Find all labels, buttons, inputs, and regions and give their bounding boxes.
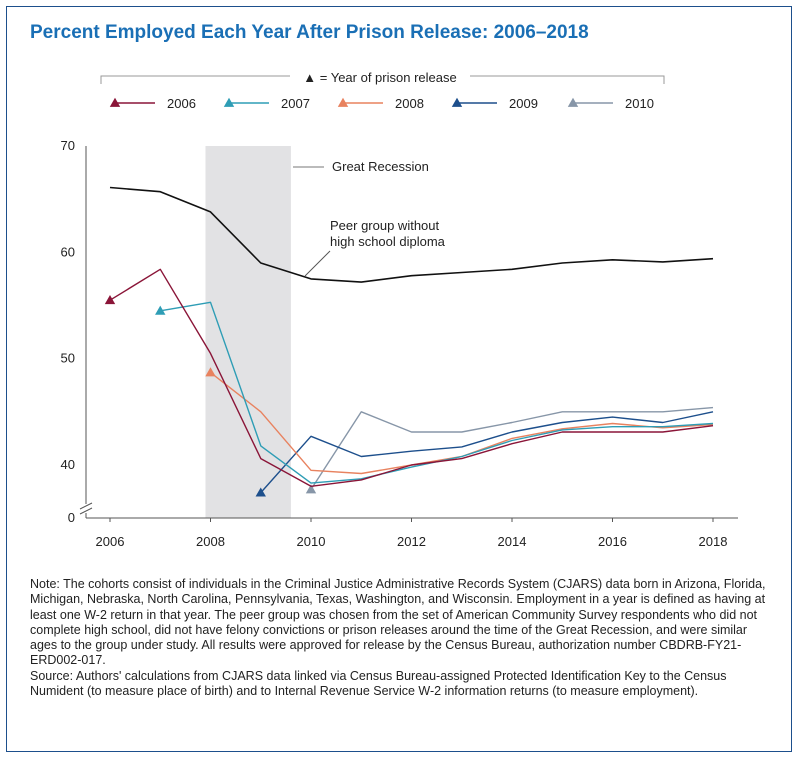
peer-label-line-2: high school diploma (330, 234, 446, 249)
release-marker-2007 (155, 305, 166, 315)
legend-label-2007: 2007 (281, 96, 310, 111)
recession-label: Great Recession (332, 159, 429, 174)
x-tick-label-2012: 2012 (397, 534, 426, 549)
y-tick-label-70: 70 (61, 138, 75, 153)
figure-frame (6, 6, 792, 752)
note-text: Note: The cohorts consist of individuals… (30, 577, 766, 668)
x-tick-label-2014: 2014 (498, 534, 527, 549)
y-tick-label-40: 40 (61, 457, 75, 472)
peer-label-line-1: Peer group without (330, 218, 440, 233)
recession-band (205, 146, 291, 518)
x-tick-label-2008: 2008 (196, 534, 225, 549)
axis-break-mark-2 (79, 507, 93, 515)
source-text: Source: Authors' calculations from CJARS… (30, 668, 727, 699)
y-tick-label-0: 0 (68, 510, 75, 525)
series-line-2009 (260, 411, 714, 494)
release-marker-2009 (255, 487, 266, 497)
x-tick-label-2018: 2018 (699, 534, 728, 549)
legend-label-2008: 2008 (395, 96, 424, 111)
x-tick-label-2010: 2010 (297, 534, 326, 549)
axis-break-mark-1 (79, 502, 93, 510)
y-tick-label-60: 60 (61, 244, 75, 259)
legend-label-2006: 2006 (167, 96, 196, 111)
release-marker-2006 (104, 294, 116, 305)
series-line-2010 (310, 406, 714, 490)
release-marker-2010 (305, 484, 317, 494)
legend-frame (100, 75, 665, 84)
notes-block: Note: The cohorts consist of individuals… (30, 577, 775, 699)
series-line-2006 (109, 268, 714, 487)
legend-header: ▲ = Year of prison release (303, 70, 456, 85)
x-tick-label-2006: 2006 (96, 534, 125, 549)
legend-label-2010: 2010 (625, 96, 654, 111)
x-tick-label-2016: 2016 (598, 534, 627, 549)
y-tick-label-50: 50 (61, 351, 75, 366)
legend-label-2009: 2009 (509, 96, 538, 111)
release-marker-2008 (205, 367, 216, 377)
peer-leader-line (304, 250, 331, 277)
series-line-peer (109, 186, 714, 283)
chart-title: Percent Employed Each Year After Prison … (30, 22, 589, 43)
